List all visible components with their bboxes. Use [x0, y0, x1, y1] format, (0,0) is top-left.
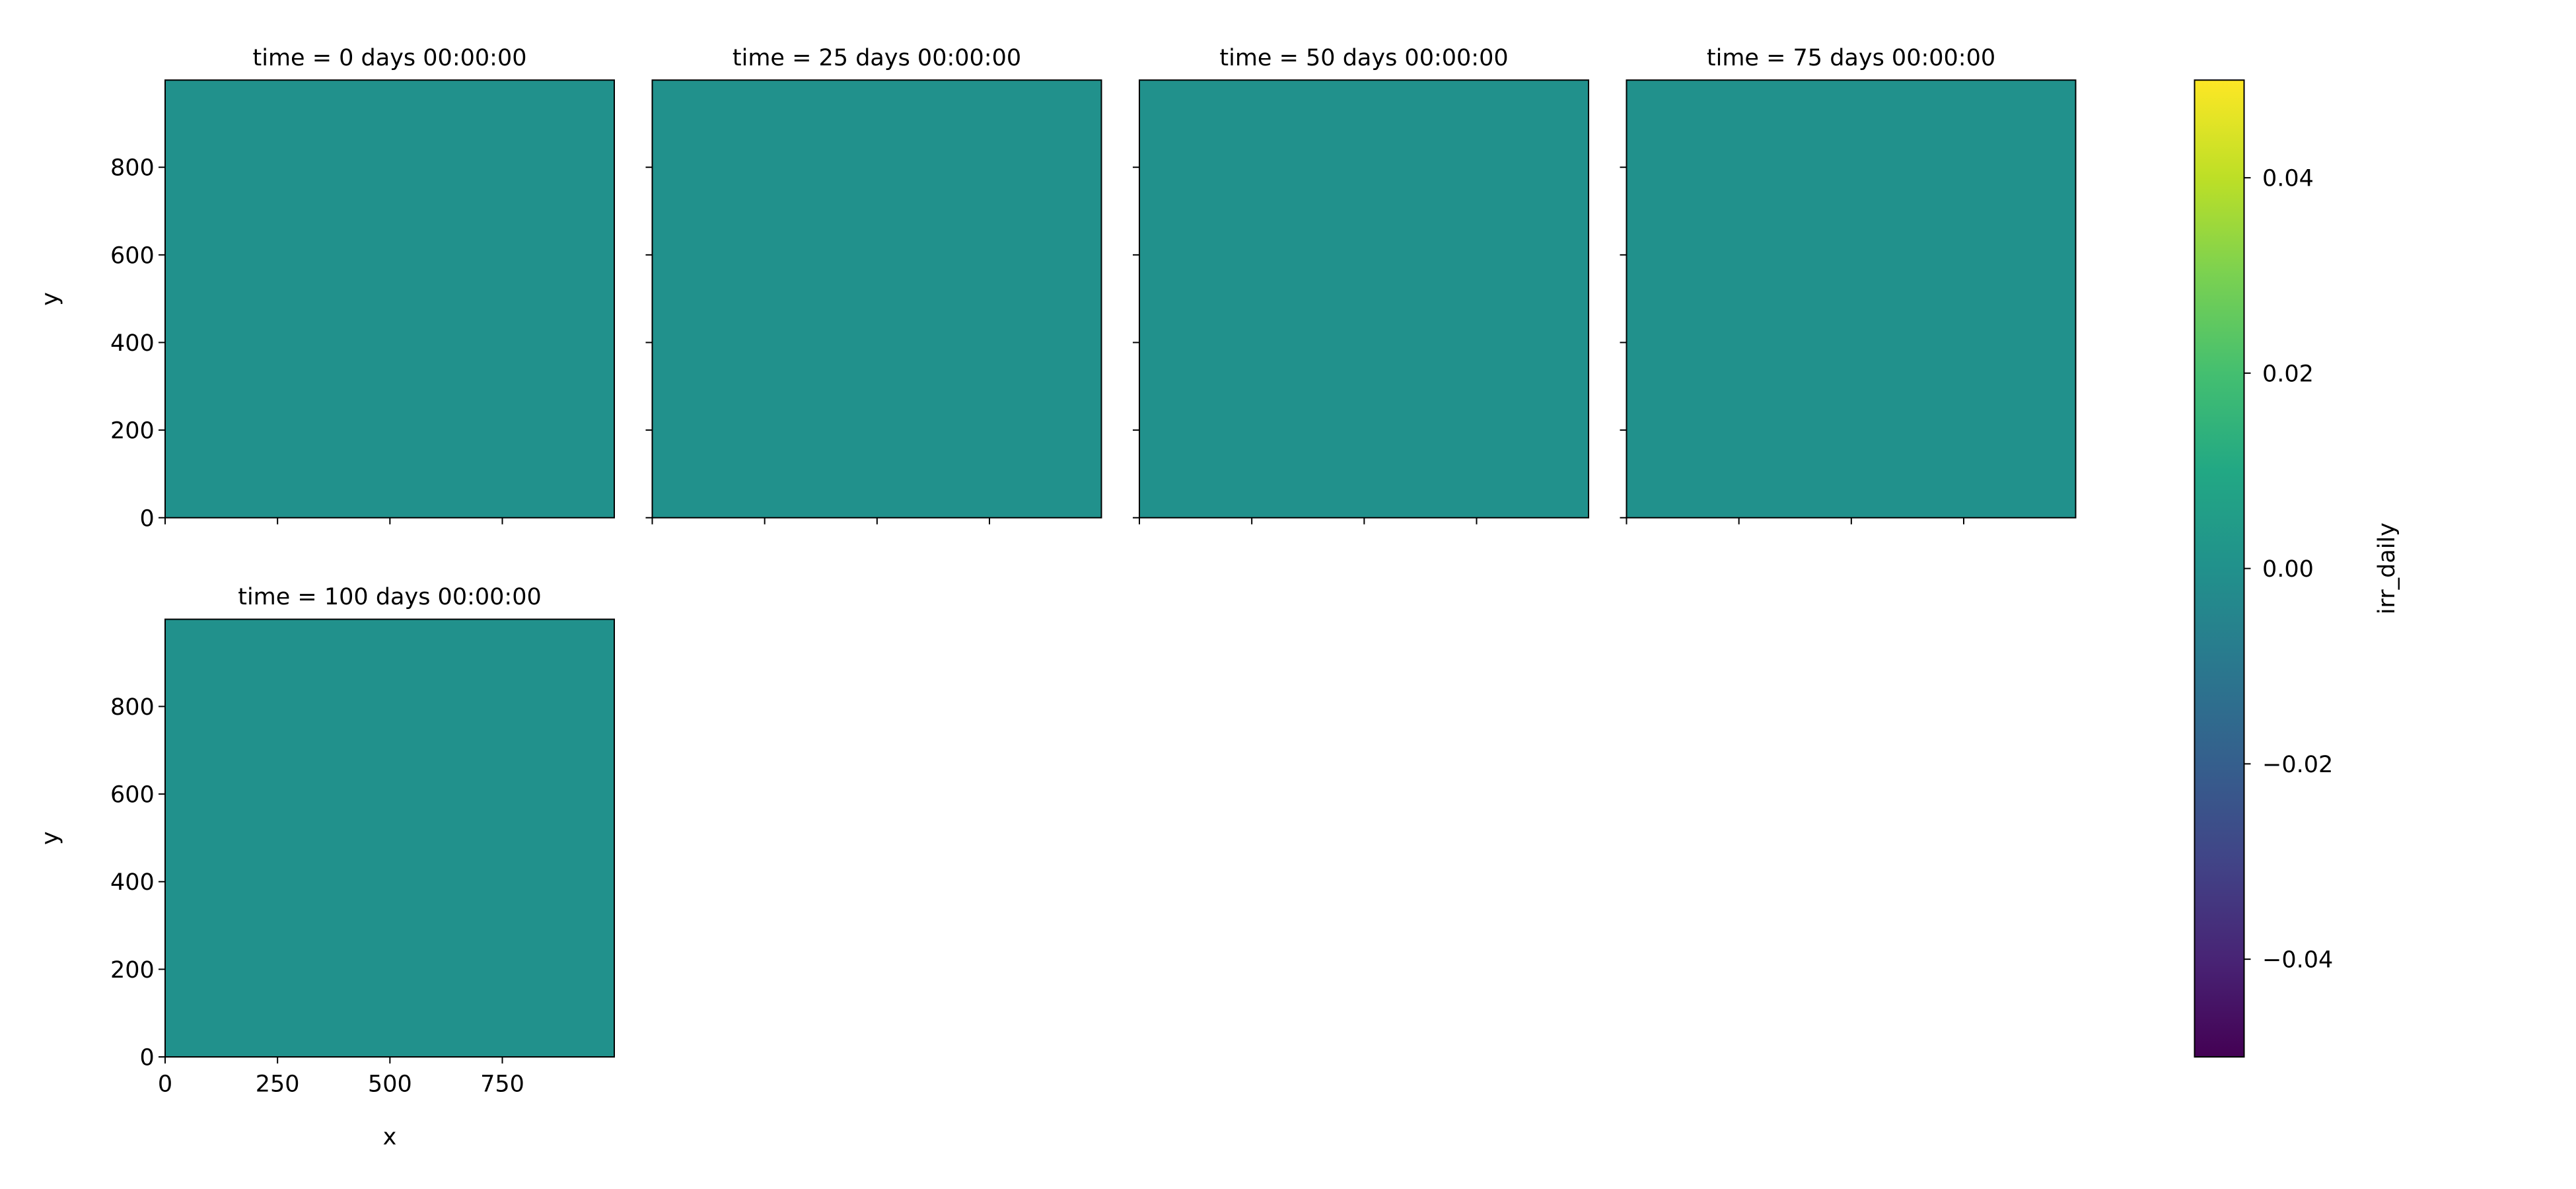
colorbar: −0.04 −0.02 0.00 0.02 0.04 irr_daily	[2194, 79, 2400, 1058]
x-tick-label: 0	[158, 1071, 172, 1098]
heatmap-field	[1139, 80, 1589, 518]
x-axis-label: x	[383, 1124, 397, 1151]
colorbar-tick-label: −0.04	[2262, 947, 2333, 974]
colorbar-gradient	[2194, 80, 2244, 1057]
colorbar-tick-label: 0.04	[2262, 166, 2314, 192]
colorbar-label: irr_daily	[2374, 522, 2400, 614]
y-tick-label: 800	[110, 155, 155, 182]
facet-panel-3: time = 75 days 00:00:00	[1620, 45, 2077, 524]
y-tick-label: 0	[139, 505, 154, 532]
facet-panel-2: time = 50 days 00:00:00	[1133, 45, 1589, 524]
facet-panel-1: time = 25 days 00:00:00	[645, 45, 1102, 524]
facet-panels: time = 0 days 00:00:000200400600800ytime…	[38, 45, 2077, 1151]
facet-panel-4: time = 100 days 00:00:00 0 200 400 600 800 0 25…	[38, 584, 615, 1151]
colorbar-tick-label: 0.00	[2262, 556, 2314, 583]
panel-title: time = 75 days 00:00:00	[1707, 45, 1995, 71]
y-tick-label: 400	[110, 330, 155, 357]
panel-title: time = 100 days 00:00:00	[238, 584, 542, 610]
facet-panel-0: time = 0 days 00:00:00 0 200 400 600 800 y	[38, 45, 615, 532]
y-tick-label: 0	[139, 1045, 154, 1071]
y-tick-label: 400	[110, 869, 155, 896]
heatmap-field	[165, 80, 614, 518]
panel-title: time = 25 days 00:00:00	[733, 45, 1021, 71]
y-tick-label: 800	[110, 694, 155, 721]
heatmap-field	[1626, 80, 2076, 518]
y-axis-label: y	[38, 292, 64, 306]
panel-title: time = 0 days 00:00:00	[253, 45, 527, 71]
heatmap-field	[165, 619, 614, 1057]
colorbar-tick-label: 0.02	[2262, 361, 2314, 387]
x-tick-label: 500	[368, 1071, 412, 1098]
heatmap-field	[652, 80, 1102, 518]
y-tick-label: 600	[110, 242, 155, 269]
y-axis-label: y	[38, 831, 64, 845]
y-tick-label: 200	[110, 418, 155, 445]
x-tick-label: 250	[256, 1071, 300, 1098]
y-tick-label: 200	[110, 957, 155, 984]
panel-title: time = 50 days 00:00:00	[1219, 45, 1508, 71]
y-tick-label: 600	[110, 782, 155, 809]
colorbar-tick-label: −0.02	[2262, 752, 2333, 778]
x-tick-label: 750	[480, 1071, 524, 1098]
